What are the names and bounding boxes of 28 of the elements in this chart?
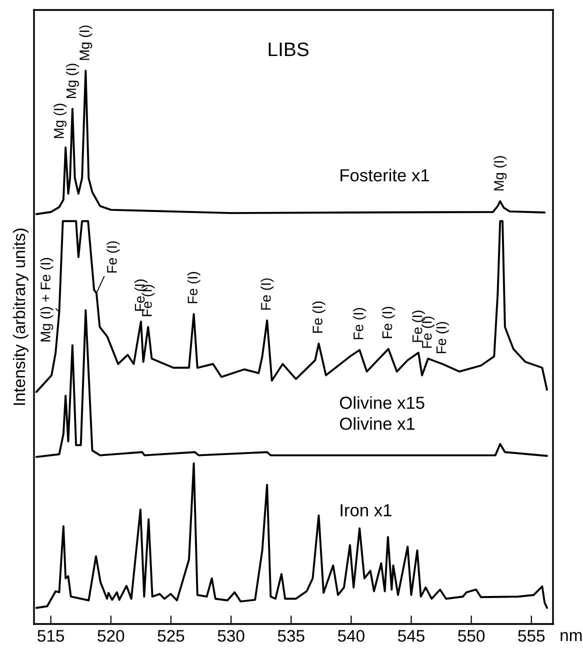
annotation: Fe (I) (436, 322, 449, 354)
x-tick-label: 530 (218, 630, 244, 642)
annotation: Fe (I) (187, 272, 200, 304)
chart-title: LIBS (268, 42, 308, 56)
annotation: Fe (I) (106, 241, 120, 273)
annotation: Mg (I) (494, 156, 507, 190)
x-tick-label: 540 (338, 630, 364, 642)
series-label: Olivine x15 (340, 396, 424, 409)
annotation: Mg (I) + Fe (I) (40, 258, 54, 342)
series-label: Olivine x1 (340, 417, 415, 430)
annotation: Fe (I) (382, 306, 395, 338)
x-tick-label: 555 (518, 630, 545, 642)
annotation: Fe (I) (312, 302, 326, 333)
annotation: Mg (I) (54, 104, 67, 138)
x-tick-label: 520 (98, 630, 124, 642)
annotation: Fe (I) (260, 278, 274, 310)
annotation: Mg (I) (66, 64, 79, 98)
x-tick-label: 525 (158, 630, 184, 642)
x-axis-title: nm (560, 632, 582, 641)
x-tick-label: 545 (398, 630, 424, 642)
y-axis-title: Intensity (arbitrary units) (12, 228, 28, 405)
annotation: Fe (I) (353, 308, 366, 340)
x-tick-label: 515 (38, 630, 64, 642)
series-label: Iron x1 (340, 504, 392, 516)
series-label: Fosterite x1 (340, 168, 429, 182)
x-tick-label: 550 (458, 630, 485, 642)
annotation: Mg (I) (79, 26, 92, 60)
x-tick-label: 535 (278, 630, 304, 642)
